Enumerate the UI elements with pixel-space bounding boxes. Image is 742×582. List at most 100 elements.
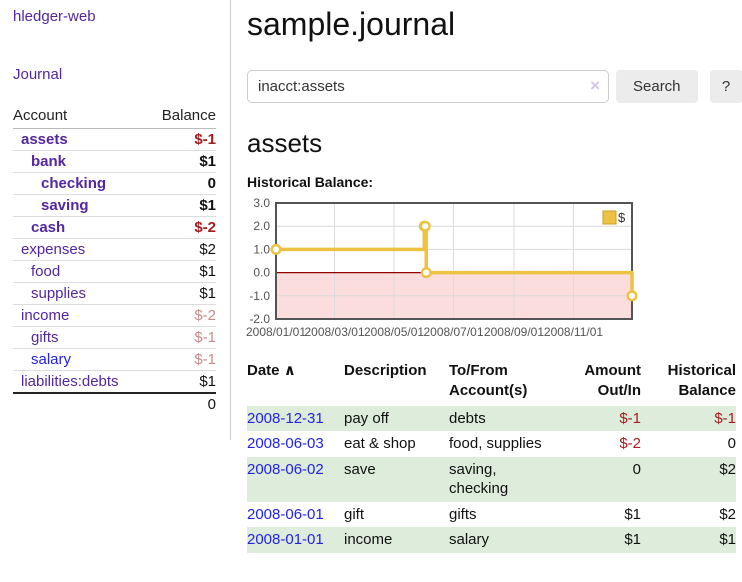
transaction-accounts: saving, checking <box>449 460 509 498</box>
register-rows: 2008-12-31 pay off debts $-1 $-1 2008-06… <box>247 405 736 553</box>
account-heading: assets <box>247 128 323 158</box>
transaction-row: 2008-06-01 gift gifts $1 $2 <box>247 502 736 528</box>
search-input-wrap: × <box>247 70 609 103</box>
y-axis-tick-label: 2.0 <box>253 219 270 233</box>
transaction-date-link[interactable]: 2008-06-02 <box>247 460 324 478</box>
data-point <box>626 290 638 302</box>
y-axis-tick-label: -2.0 <box>249 312 270 326</box>
transaction-amount: $1 <box>624 505 641 523</box>
transaction-row: 2008-06-03 eat & shop food, supplies $-2… <box>247 431 736 457</box>
account-row: salary $-1 <box>13 348 216 371</box>
transaction-row: 2008-12-31 pay off debts $-1 $-1 <box>247 405 736 431</box>
account-balance: $1 <box>147 282 216 305</box>
transaction-description: pay off <box>344 409 389 427</box>
account-column-header: Account <box>13 104 148 129</box>
account-balance: $1 <box>147 260 216 283</box>
x-axis-tick-label: 2008/05/01 <box>364 325 424 339</box>
transaction-description: eat & shop <box>344 435 416 452</box>
account-link[interactable]: bank <box>31 153 67 170</box>
y-axis-tick-label: 0.0 <box>253 266 270 280</box>
transaction-date-link[interactable]: 2008-12-31 <box>247 409 324 427</box>
transaction-description: income <box>344 531 393 548</box>
transaction-balance: $2 <box>719 505 736 523</box>
transaction-amount: $1 <box>624 531 641 548</box>
y-axis-tick-label: 1.0 <box>253 242 270 256</box>
total-balance: 0 <box>147 392 216 415</box>
transaction-accounts: salary <box>449 531 490 548</box>
transaction-amount: $-1 <box>619 409 641 427</box>
account-link[interactable]: cash <box>31 219 66 236</box>
account-link[interactable]: liabilities:debts <box>21 373 119 390</box>
transaction-description: save <box>344 460 376 478</box>
account-balance: $-1 <box>194 131 216 148</box>
transaction-accounts: debts <box>449 409 486 427</box>
column-header-balance: Historical Balance <box>667 362 736 400</box>
account-link[interactable]: checking <box>41 175 107 192</box>
account-link[interactable]: expenses <box>21 241 86 258</box>
column-header-accounts: To/From Account(s) <box>449 362 528 400</box>
account-balance: $-2 <box>147 216 216 239</box>
account-link[interactable]: income <box>21 307 70 324</box>
account-balance: $-2 <box>147 304 216 327</box>
historical-balance-chart: $3.0 2.0 1.0 0.0 -1.0 -2.02008/01/012008/03/0… <box>246 196 638 339</box>
account-link[interactable]: food <box>31 263 61 280</box>
account-link[interactable]: gifts <box>31 329 59 346</box>
data-point <box>420 267 432 279</box>
data-point <box>419 220 431 232</box>
data-point <box>270 243 282 255</box>
help-button[interactable]: ? <box>709 70 742 103</box>
transaction-balance: $1 <box>719 531 736 548</box>
account-row: saving $1 <box>13 194 216 217</box>
transaction-description: gift <box>344 505 365 523</box>
column-header-amount: Amount Out/In <box>584 362 641 400</box>
total-row: 0 <box>13 392 216 415</box>
transaction-date-link[interactable]: 2008-06-01 <box>247 505 324 523</box>
x-axis-tick-label: 2008/01/01 <box>246 325 306 339</box>
column-header-date[interactable]: Date ∧ <box>247 362 296 379</box>
balance-column-header: Balance <box>147 104 216 129</box>
y-axis-tick-label: -1.0 <box>249 289 270 303</box>
account-row: cash $-2 <box>13 216 216 239</box>
register-table: Date ∧ Description To/From Account(s) Am… <box>247 359 736 553</box>
clear-search-icon[interactable]: × <box>590 76 600 95</box>
x-axis-tick-label: 2008/11/01 <box>544 325 603 339</box>
sidebar: hledger-web Journal Account Balance asse… <box>0 0 231 440</box>
transaction-date-link[interactable]: 2008-01-01 <box>247 531 324 548</box>
account-link[interactable]: assets <box>21 131 68 148</box>
column-header-description: Description <box>344 362 427 379</box>
transaction-row: 2008-01-01 income salary $1 $1 <box>247 527 736 553</box>
account-balance: $-1 <box>147 348 216 371</box>
account-row: assets $-1 <box>13 129 216 151</box>
legend-swatch <box>602 210 617 225</box>
search-form: × Search ? <box>247 70 742 103</box>
account-balance: $-1 <box>147 326 216 349</box>
account-link[interactable]: salary <box>31 351 72 368</box>
account-row: checking 0 <box>13 172 216 195</box>
account-rows: assets $-1 bank $1 checking 0 saving $1 … <box>13 129 216 393</box>
account-link[interactable]: supplies <box>31 285 87 302</box>
search-input[interactable] <box>247 70 609 103</box>
transaction-amount: $-2 <box>619 435 641 452</box>
account-balance: $1 <box>147 370 216 393</box>
account-balance: $1 <box>147 194 216 217</box>
account-balance: 0 <box>147 172 216 195</box>
transaction-row: 2008-06-02 save saving, checking 0 $2 <box>247 456 736 502</box>
account-row: bank $1 <box>13 150 216 173</box>
app-title-link[interactable]: hledger-web <box>13 8 96 25</box>
y-axis-tick-label: 3.0 <box>253 196 270 210</box>
account-row: food $1 <box>13 260 216 283</box>
transaction-accounts: food, supplies <box>449 435 542 452</box>
transaction-amount: 0 <box>632 460 641 478</box>
chart-title: Historical Balance: <box>247 174 374 190</box>
account-row: supplies $1 <box>13 282 216 305</box>
sidebar-item-journal[interactable]: Journal <box>13 66 63 83</box>
account-link[interactable]: saving <box>41 197 89 214</box>
search-button[interactable]: Search <box>616 70 698 103</box>
page-title: sample.journal <box>247 6 456 42</box>
account-balance-table: Account Balance assets $-1 bank $1 check… <box>13 104 216 415</box>
transaction-balance: $-1 <box>714 409 736 427</box>
transaction-date-link[interactable]: 2008-06-03 <box>247 435 324 452</box>
page: hledger-web Journal Account Balance asse… <box>0 0 742 553</box>
transaction-accounts: gifts <box>449 505 477 523</box>
account-row: gifts $-1 <box>13 326 216 349</box>
